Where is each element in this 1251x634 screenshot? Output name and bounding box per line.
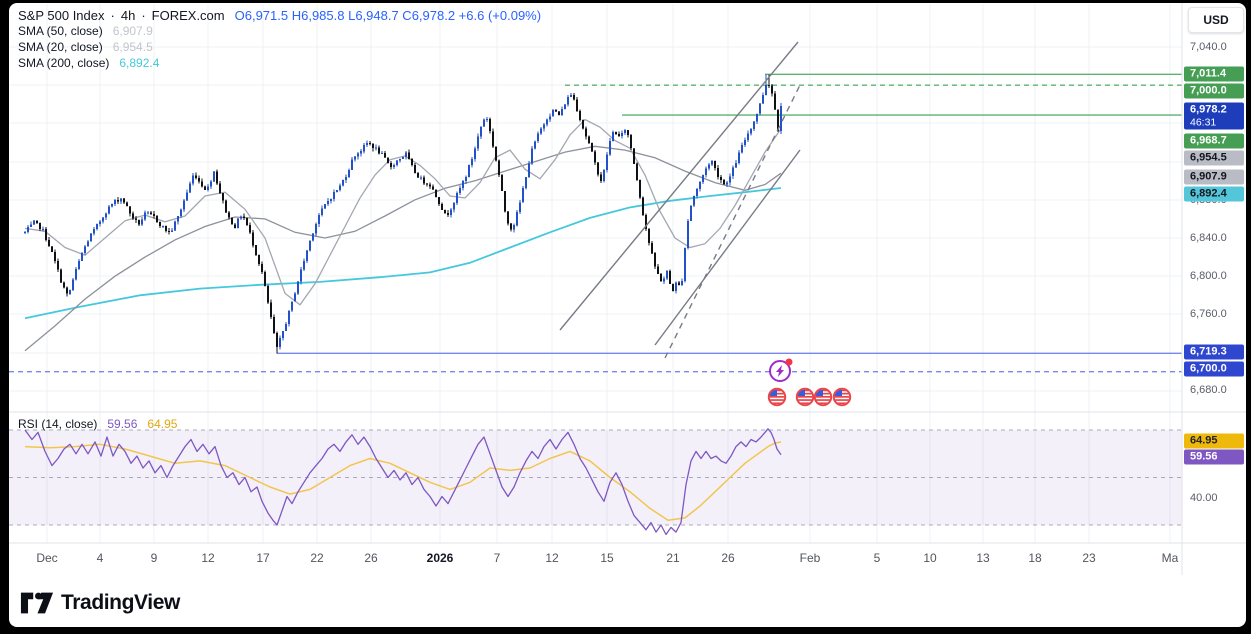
time-scale-label: 23 [1082, 551, 1096, 565]
time-scale-label: 7 [493, 551, 501, 565]
time-scale-label: Dec [36, 551, 58, 565]
time-scale-label: Ma [1161, 551, 1179, 565]
price-level-badge: 59.56 [1184, 449, 1244, 465]
time-scale-label: 4 [96, 551, 104, 565]
tradingview-logo-text: TradingView [61, 591, 180, 614]
sma50-label: SMA (50, close) [18, 24, 103, 38]
price-level-badge: 6,954.5 [1184, 150, 1244, 166]
tradingview-logo[interactable]: TradingView [20, 589, 180, 617]
time-scale-label: Feb [799, 551, 821, 565]
indicator-row-sma20[interactable]: SMA (20, close) 6,954.5 [18, 39, 541, 55]
price-level-badge: 7,011.4 [1184, 66, 1244, 82]
time-scale-label: 5 [873, 551, 881, 565]
price-level-badge: 64.95 [1184, 433, 1244, 449]
price-scale-label: 6,680.0 [1190, 384, 1227, 396]
time-scale-label: 18 [1028, 551, 1042, 565]
time-scale-label: 26 [721, 551, 735, 565]
separator-dot: · [110, 7, 115, 23]
sma20-value: 6,954.5 [112, 40, 153, 54]
indicator-row-rsi[interactable]: RSI (14, close) 59.56 64.95 [18, 416, 177, 432]
time-scale-label: 10 [923, 551, 937, 565]
interval-label[interactable]: 4h [120, 7, 136, 23]
feed-label: FOREX.com [151, 7, 225, 23]
price-level-badge: 7,000.0 [1184, 83, 1244, 99]
legend: S&P 500 Index · 4h · FOREX.com O6,971.5 … [18, 7, 541, 71]
bar-countdown: 46:31 [1190, 116, 1217, 129]
time-scale-label: 26 [364, 551, 378, 565]
ohlc-values: O6,971.5 H6,985.8 L6,948.7 C6,978.2 +6.6… [234, 7, 542, 23]
us-flag-event-icon[interactable] [769, 389, 785, 405]
price-scale-label: 6,840.0 [1190, 232, 1227, 244]
time-scale-label: 21 [666, 551, 680, 565]
time-scale-label: 2026 [426, 551, 454, 565]
time-scale-label: 12 [545, 551, 559, 565]
currency-button[interactable]: USD [1188, 7, 1244, 33]
time-scale-label: 15 [600, 551, 614, 565]
rsi-legend: RSI (14, close) 59.56 64.95 [18, 416, 177, 432]
lightning-event-icon[interactable] [769, 358, 793, 382]
separator-dot: · [141, 7, 146, 23]
price-level-badge: 6,968.7 [1184, 133, 1244, 149]
price-level-badge: 6,719.3 [1184, 344, 1244, 360]
us-flag-event-icon[interactable] [815, 389, 831, 405]
price-level-badge: 6,700.0 [1184, 361, 1244, 377]
indicator-row-sma50[interactable]: SMA (50, close) 6,907.9 [18, 23, 541, 39]
price-scale-label: 6,760.0 [1190, 308, 1227, 320]
symbol-legend-row[interactable]: S&P 500 Index · 4h · FOREX.com O6,971.5 … [18, 7, 541, 23]
price-scale-label: 40.00 [1190, 492, 1218, 504]
time-scale-label: 12 [201, 551, 215, 565]
price-level-badge: 6,907.9 [1184, 169, 1244, 185]
current-price-badge: 6,978.2 46:31 [1184, 102, 1244, 130]
time-scale-label: 9 [150, 551, 158, 565]
rsi-value: 59.56 [107, 417, 138, 431]
price-scale-label: 6,800.0 [1190, 270, 1227, 282]
tradingview-logo-icon [20, 592, 54, 614]
sma50-value: 6,907.9 [112, 24, 153, 38]
us-flag-event-icon[interactable] [834, 389, 850, 405]
sma200-value: 6,892.4 [119, 56, 160, 70]
time-scale-label: 13 [976, 551, 990, 565]
sma20-label: SMA (20, close) [18, 40, 103, 54]
price-scale-label: 7,040.0 [1190, 41, 1227, 53]
time-scale-label: 17 [256, 551, 270, 565]
us-flag-event-icon[interactable] [797, 389, 813, 405]
time-scale-label: 22 [310, 551, 324, 565]
price-level-badge: 6,892.4 [1184, 186, 1244, 202]
rsi-ma-value: 64.95 [147, 417, 178, 431]
indicator-row-sma200[interactable]: SMA (200, close) 6,892.4 [18, 55, 541, 71]
symbol-title: S&P 500 Index [18, 7, 105, 23]
rsi-label: RSI (14, close) [18, 417, 98, 431]
sma200-label: SMA (200, close) [18, 56, 110, 70]
